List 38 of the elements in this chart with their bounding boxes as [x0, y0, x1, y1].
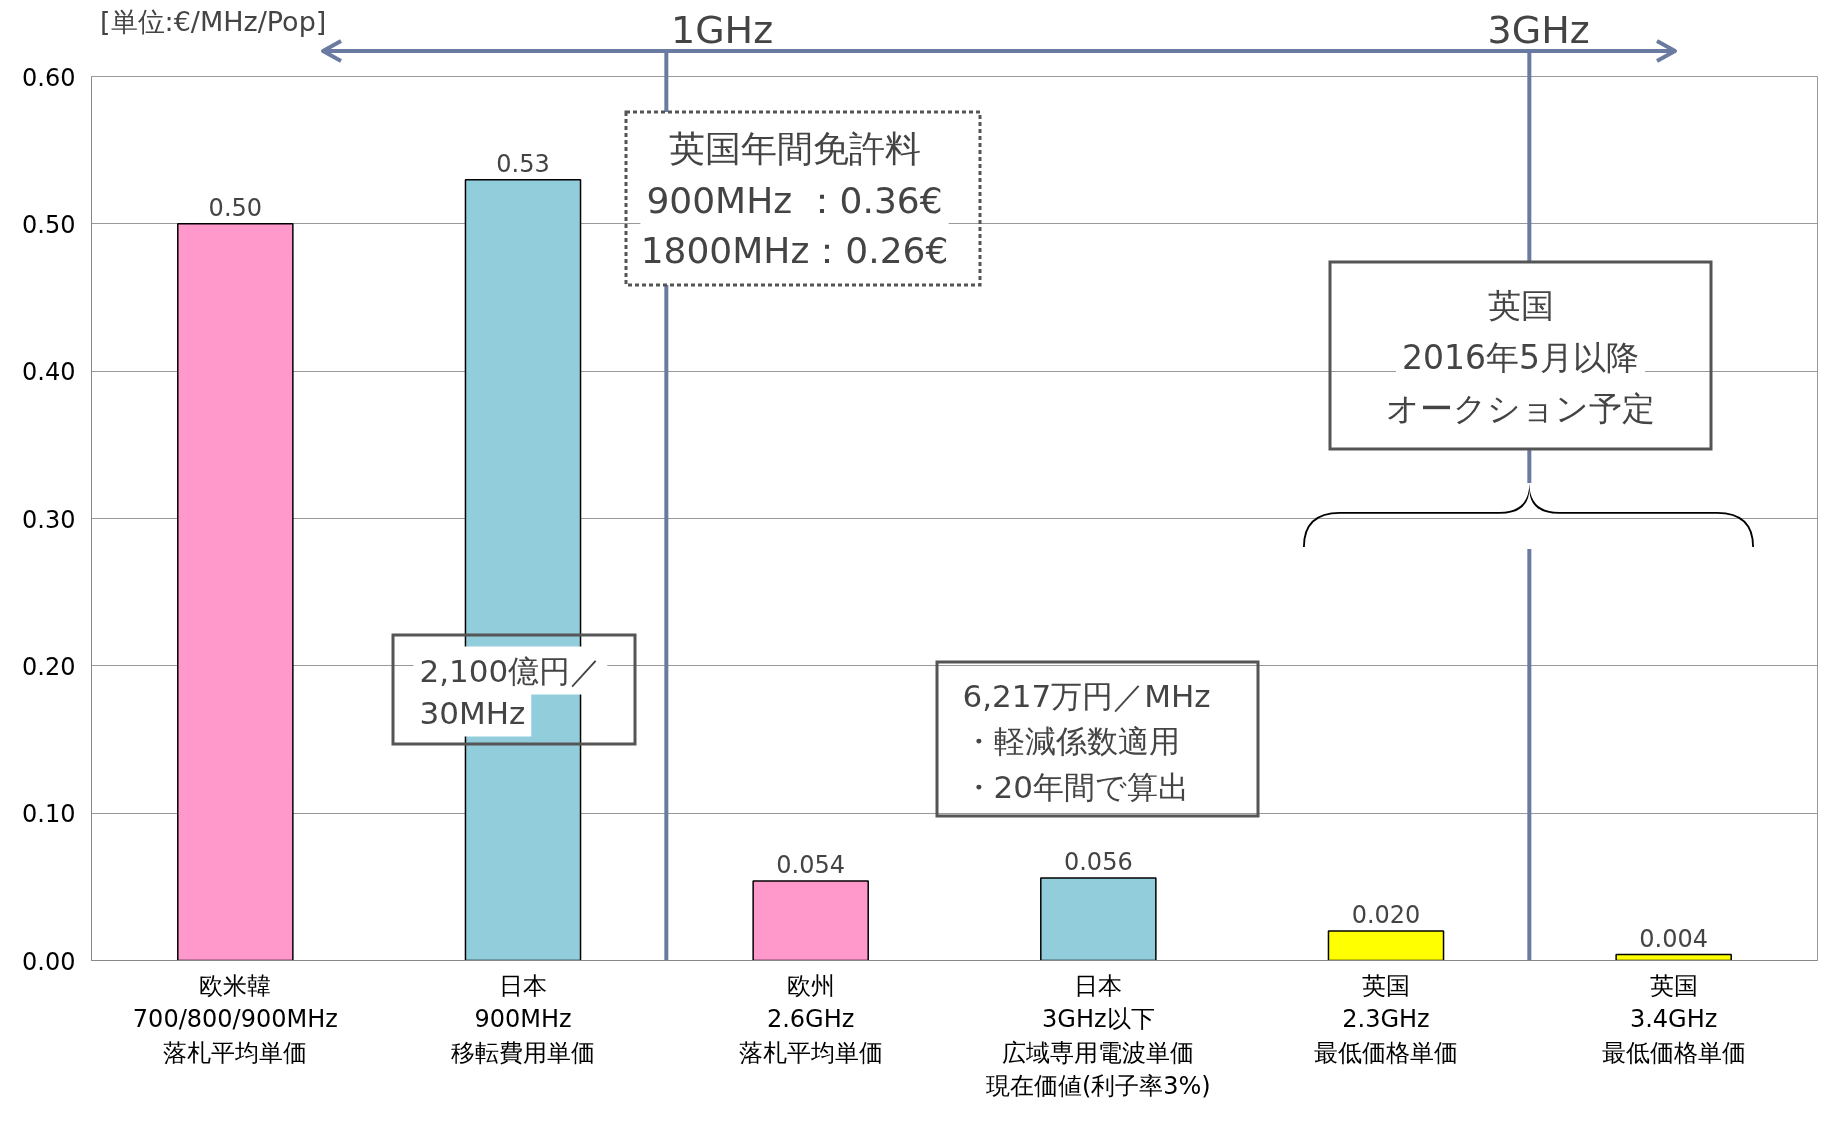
- y-tick-label: 0.50: [22, 210, 76, 239]
- annotation: 6,217万円／MHz: [962, 677, 1211, 714]
- bar: [1040, 877, 1157, 961]
- annotation: 30MHz: [419, 694, 526, 731]
- annotation: 英国年間免許料: [668, 128, 921, 169]
- annotation: 1800MHz：0.26€: [640, 230, 949, 271]
- y-tick-label: 0.00: [22, 947, 76, 976]
- x-tick-label: 英国 2.3GHz 最低価格単価: [1314, 971, 1458, 1067]
- annotation: オークション予定: [1386, 389, 1655, 428]
- x-tick-label: 欧州 2.6GHz 落札平均単価: [738, 971, 883, 1067]
- y-tick-label: 0.30: [22, 505, 76, 534]
- data-label: 0.53: [496, 149, 550, 178]
- text: 3GHz: [1487, 7, 1590, 52]
- annotation: 900MHz ：0.36€: [646, 180, 943, 221]
- y-tick-label: 0.60: [22, 63, 76, 92]
- text: [単位:€/MHz/Pop]: [100, 6, 327, 37]
- x-tick-label: 日本 900MHz 移転費用単価: [451, 971, 595, 1067]
- annotation: ・軽減係数適用: [962, 722, 1180, 759]
- text: 1GHz: [670, 7, 774, 52]
- bar: [1327, 930, 1445, 961]
- data-label: 0.054: [776, 850, 846, 879]
- data-label: 0.50: [208, 193, 263, 222]
- bar: [752, 880, 869, 961]
- annotation: ・20年間で算出: [962, 768, 1189, 805]
- x-tick-label: 日本 3GHz以下広域専用電波単価現在価値(利子率3%): [985, 971, 1211, 1101]
- annotation: 2016年5月以降: [1402, 338, 1639, 377]
- data-label: 0.020: [1351, 901, 1421, 930]
- y-tick-label: 0.40: [22, 358, 76, 387]
- bar: [1615, 953, 1732, 961]
- bar: [177, 223, 294, 961]
- x-tick-label: 英国 3.4GHz 最低価格単価: [1601, 971, 1746, 1067]
- data-label: 0.056: [1063, 847, 1133, 876]
- y-tick-label: 0.10: [22, 800, 76, 829]
- x-tick-label: 欧米韓 700/800/900MHz 落札平均単価: [132, 971, 338, 1067]
- y-tick-label: 0.20: [22, 652, 76, 681]
- data-label: 0.004: [1639, 924, 1709, 953]
- annotation: 2,100億円／: [419, 652, 602, 689]
- annotation: 英国: [1487, 286, 1554, 325]
